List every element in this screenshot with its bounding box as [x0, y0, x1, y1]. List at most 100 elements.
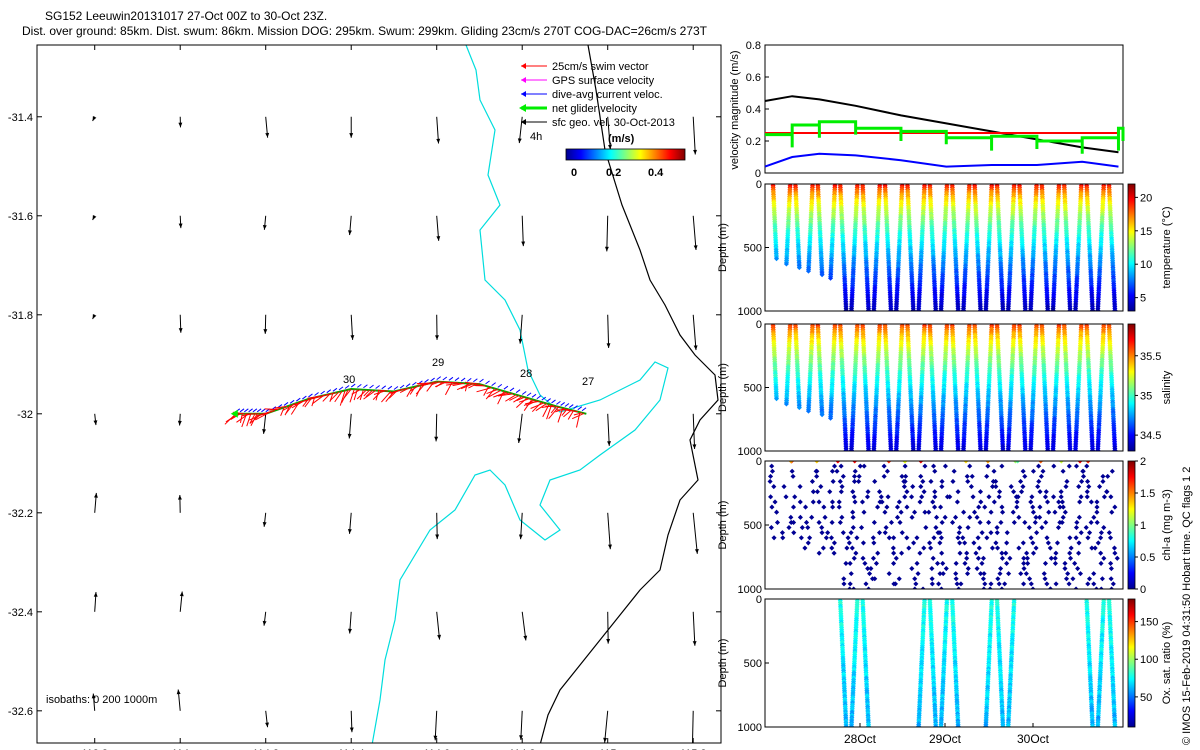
sample-point — [965, 565, 971, 572]
sample-point — [816, 519, 822, 525]
dac-vector — [332, 387, 338, 392]
legend-entry-dac: dive-avg current veloc. — [521, 89, 663, 101]
swim-vector — [497, 393, 514, 397]
sample-point — [1045, 540, 1051, 546]
sample-point — [912, 509, 918, 515]
sample-point — [919, 494, 925, 500]
sample-point — [849, 545, 855, 551]
map-xtick-label: 115.2 — [680, 748, 707, 750]
sample-point — [884, 468, 890, 474]
sfc-vel-arrow — [176, 689, 181, 711]
sample-point — [1005, 307, 1011, 311]
swim-vector — [421, 381, 437, 387]
sample-point — [961, 509, 967, 515]
sample-point — [1025, 560, 1031, 566]
swim-vector — [351, 389, 361, 395]
sample-point — [1059, 519, 1065, 525]
dac-vector — [350, 383, 356, 388]
legend-entry-swim: 25cm/s swim vector — [521, 61, 649, 73]
sample-point — [1024, 555, 1030, 561]
sample-point — [1066, 463, 1072, 469]
sample-point — [1038, 461, 1044, 464]
sample-point — [1042, 494, 1049, 500]
sfc-vel-arrow — [692, 116, 697, 155]
sample-point — [789, 468, 795, 474]
swim-vector — [373, 390, 385, 395]
sample-point — [1002, 581, 1008, 587]
dac-vector — [308, 393, 313, 398]
sample-point — [1039, 525, 1045, 531]
dac-vector — [393, 386, 399, 390]
dac-vector — [375, 385, 380, 389]
dac-vector — [399, 384, 405, 389]
sample-point — [774, 509, 780, 515]
velocity-series-sfc-geo-vel- — [764, 95, 1119, 154]
sample-point — [921, 545, 927, 551]
salinity-panel-points — [770, 324, 1118, 451]
colorbar-units: (m/s) — [608, 133, 635, 145]
sfc-vel-arrow — [262, 215, 267, 230]
sample-point — [934, 514, 940, 520]
sfc-vel-arrow — [691, 710, 694, 743]
sample-point — [790, 504, 797, 510]
sample-point — [828, 535, 835, 541]
dac-vector — [479, 378, 484, 383]
sample-point — [910, 307, 916, 311]
sample-point — [819, 530, 825, 536]
sample-point — [957, 540, 963, 546]
sample-point — [929, 565, 935, 572]
sample-point — [865, 565, 871, 572]
sample-point — [960, 535, 966, 541]
map-ytick-label: -32 — [17, 409, 33, 421]
map-xtick-label: 114.2 — [252, 748, 279, 750]
sample-point — [917, 499, 923, 505]
sample-point — [1030, 540, 1036, 546]
sample-point — [876, 489, 883, 495]
swim-vector — [571, 412, 585, 420]
swim-vector — [476, 387, 492, 393]
swim-vector — [505, 394, 517, 402]
swim-vector — [435, 381, 447, 388]
sample-point — [792, 494, 798, 500]
sfc-vel-arrow — [606, 611, 611, 644]
sample-point — [841, 581, 847, 587]
sample-point — [852, 499, 858, 505]
sample-point — [1037, 489, 1043, 495]
sample-point — [803, 519, 810, 525]
sample-point — [860, 540, 866, 546]
sample-point — [838, 463, 844, 469]
sample-point — [1030, 509, 1036, 515]
sample-point — [1030, 504, 1036, 510]
dac-vector — [295, 397, 301, 402]
sample-point — [1004, 560, 1010, 566]
sample-point — [996, 494, 1002, 500]
colorbar-tick-label: 35 — [1140, 390, 1152, 402]
sample-point — [896, 499, 902, 505]
sample-point — [829, 468, 835, 474]
sample-point — [969, 473, 975, 479]
map-ytick-label: -32.6 — [8, 706, 33, 718]
sample-point — [909, 494, 915, 500]
sample-point — [922, 463, 928, 469]
sample-point — [976, 545, 982, 551]
depth-axis-label: Depth (m) — [717, 363, 729, 412]
dac-vector — [381, 385, 387, 390]
sample-point — [859, 499, 866, 505]
sample-point — [964, 555, 970, 561]
sample-point — [788, 514, 794, 520]
sample-point — [901, 484, 907, 490]
dac-vector — [460, 377, 466, 382]
sample-point — [850, 514, 856, 520]
dac-vector — [509, 387, 515, 392]
sample-point — [1052, 560, 1058, 566]
sample-point — [915, 571, 921, 577]
chla-panel-points — [767, 461, 1120, 589]
map-legend: 25cm/s swim vector GPS surface velocity … — [519, 61, 686, 179]
isobath-1000m — [539, 45, 719, 743]
dac-vector — [536, 395, 542, 400]
sample-point — [1016, 514, 1022, 520]
dac-vector — [551, 399, 556, 404]
